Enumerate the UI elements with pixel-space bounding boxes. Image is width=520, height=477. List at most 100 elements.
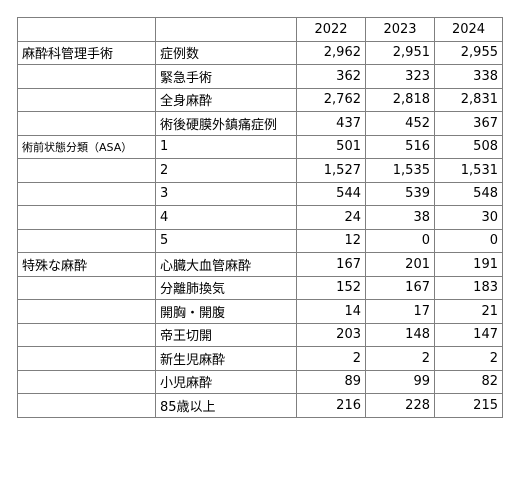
- section-title-special: 特殊な麻酔: [17, 252, 156, 277]
- section-spacer: [17, 369, 156, 394]
- value-cell: 1,531: [434, 158, 503, 183]
- section-spacer: [17, 228, 156, 253]
- value-cell: 2,831: [434, 87, 503, 112]
- anesthesia-statistics-table: 2022 2023 2024 麻酔科管理手術 症例数 2,962 2,951 2…: [17, 17, 503, 418]
- year-header-2023: 2023: [365, 17, 435, 42]
- value-cell: 38: [365, 205, 435, 230]
- value-cell: 437: [296, 111, 366, 136]
- value-cell: 508: [434, 134, 503, 159]
- section-spacer: [17, 87, 156, 112]
- value-cell: 544: [296, 181, 366, 206]
- row-label: 1: [155, 134, 297, 159]
- table-row: 小児麻酔 89 99 82: [17, 369, 503, 394]
- section-spacer: [17, 393, 156, 418]
- table-row: 新生児麻酔 2 2 2: [17, 346, 503, 371]
- row-label: 新生児麻酔: [155, 346, 297, 371]
- value-cell: 2,962: [296, 40, 366, 65]
- section-title-asa: 術前状態分類（ASA）: [17, 134, 156, 159]
- value-cell: 2: [296, 346, 366, 371]
- value-cell: 21: [434, 299, 503, 324]
- value-cell: 99: [365, 369, 435, 394]
- section-spacer: [17, 299, 156, 324]
- section-spacer: [17, 111, 156, 136]
- row-label: 2: [155, 158, 297, 183]
- table-row: 4 24 38 30: [17, 205, 503, 230]
- row-label: 心臓大血管麻酔: [155, 252, 297, 277]
- row-label: 小児麻酔: [155, 369, 297, 394]
- value-cell: 24: [296, 205, 366, 230]
- value-cell: 203: [296, 322, 366, 347]
- value-cell: 167: [365, 275, 435, 300]
- row-label: 5: [155, 228, 297, 253]
- value-cell: 201: [365, 252, 435, 277]
- value-cell: 2,955: [434, 40, 503, 65]
- table-row: 帝王切開 203 148 147: [17, 322, 503, 347]
- table-row: 開胸・開腹 14 17 21: [17, 299, 503, 324]
- row-label: 3: [155, 181, 297, 206]
- value-cell: 228: [365, 393, 435, 418]
- table-row: 麻酔科管理手術 症例数 2,962 2,951 2,955: [17, 40, 503, 65]
- section-spacer: [17, 205, 156, 230]
- value-cell: 82: [434, 369, 503, 394]
- value-cell: 152: [296, 275, 366, 300]
- section-spacer: [17, 181, 156, 206]
- row-label: 帝王切開: [155, 322, 297, 347]
- row-label: 全身麻酔: [155, 87, 297, 112]
- table-row: 特殊な麻酔 心臓大血管麻酔 167 201 191: [17, 252, 503, 277]
- value-cell: 215: [434, 393, 503, 418]
- value-cell: 12: [296, 228, 366, 253]
- value-cell: 2,762: [296, 87, 366, 112]
- value-cell: 338: [434, 64, 503, 89]
- value-cell: 183: [434, 275, 503, 300]
- table-row: 術前状態分類（ASA） 1 501 516 508: [17, 134, 503, 159]
- table-row: 5 12 0 0: [17, 228, 503, 253]
- value-cell: 89: [296, 369, 366, 394]
- value-cell: 452: [365, 111, 435, 136]
- value-cell: 148: [365, 322, 435, 347]
- value-cell: 2,818: [365, 87, 435, 112]
- statistics-sheet: 2022 2023 2024 麻酔科管理手術 症例数 2,962 2,951 2…: [17, 17, 503, 418]
- table-row: 術後硬膜外鎮痛症例 437 452 367: [17, 111, 503, 136]
- value-cell: 0: [434, 228, 503, 253]
- value-cell: 1,535: [365, 158, 435, 183]
- row-label: 術後硬膜外鎮痛症例: [155, 111, 297, 136]
- table-row: 3 544 539 548: [17, 181, 503, 206]
- value-cell: 14: [296, 299, 366, 324]
- value-cell: 2: [365, 346, 435, 371]
- row-label: 85歳以上: [155, 393, 297, 418]
- value-cell: 0: [365, 228, 435, 253]
- section-spacer: [17, 275, 156, 300]
- header-row: 2022 2023 2024: [17, 17, 503, 42]
- value-cell: 362: [296, 64, 366, 89]
- table-row: 緊急手術 362 323 338: [17, 64, 503, 89]
- value-cell: 548: [434, 181, 503, 206]
- row-label: 4: [155, 205, 297, 230]
- value-cell: 516: [365, 134, 435, 159]
- value-cell: 2: [434, 346, 503, 371]
- value-cell: 2,951: [365, 40, 435, 65]
- section-spacer: [17, 346, 156, 371]
- table-row: 85歳以上 216 228 215: [17, 393, 503, 418]
- value-cell: 191: [434, 252, 503, 277]
- row-label: 緊急手術: [155, 64, 297, 89]
- value-cell: 323: [365, 64, 435, 89]
- section-spacer: [17, 158, 156, 183]
- table-row: 全身麻酔 2,762 2,818 2,831: [17, 87, 503, 112]
- section-title-surgery: 麻酔科管理手術: [17, 40, 156, 65]
- value-cell: 30: [434, 205, 503, 230]
- section-spacer: [17, 322, 156, 347]
- value-cell: 501: [296, 134, 366, 159]
- value-cell: 17: [365, 299, 435, 324]
- value-cell: 539: [365, 181, 435, 206]
- value-cell: 147: [434, 322, 503, 347]
- corner-cell-2: [155, 17, 297, 42]
- table-row: 分離肺換気 152 167 183: [17, 275, 503, 300]
- year-header-2022: 2022: [296, 17, 366, 42]
- value-cell: 367: [434, 111, 503, 136]
- corner-cell: [17, 17, 156, 42]
- row-label: 症例数: [155, 40, 297, 65]
- year-header-2024: 2024: [434, 17, 503, 42]
- value-cell: 167: [296, 252, 366, 277]
- value-cell: 1,527: [296, 158, 366, 183]
- section-spacer: [17, 64, 156, 89]
